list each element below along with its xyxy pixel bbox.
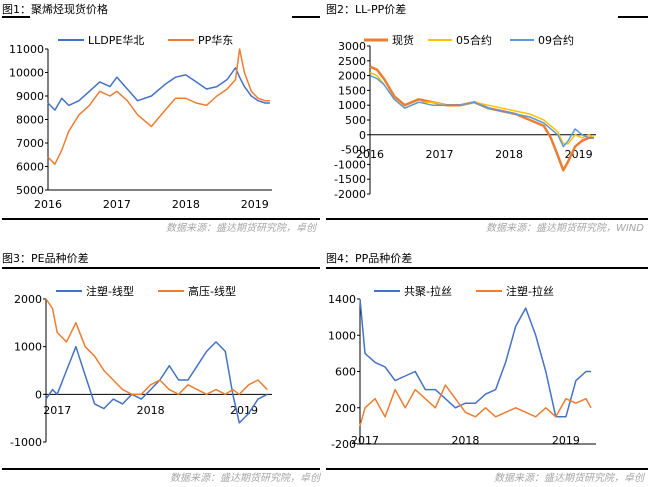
series-line-09合约 [369,74,594,148]
y-tick-label: 1400 [328,293,356,306]
y-tick-label: 0 [35,388,42,401]
y-tick-label: -1000 [10,436,42,449]
panel-2: 图2：LL-PP价差 数据来源：盛达期货研究院，WIND 现货 05合约 09合… [326,2,648,234]
panel-4-legend: 共聚-拉丝 注塑-拉丝 [374,284,554,298]
panel-2-legend: 现货 05合约 09合约 [364,33,574,47]
y-tick-label: 9000 [16,90,44,103]
y-tick-label: 6000 [16,161,44,174]
panel-4: 图4：PP品种价差 数据来源：盛达期货研究院，卓创 共聚-拉丝 注塑-拉丝 [326,251,648,484]
series-line-LLDPE华北 [47,67,270,111]
y-tick-label: 11000 [9,43,44,56]
x-tick-label: 2017 [43,404,71,417]
series-line-共聚-拉丝 [359,298,591,418]
panel-3-title: 图3：PE品种价差 [2,251,89,265]
legend-label-pp: PP华东 [198,33,233,47]
x-tick-label: 2016 [356,148,384,161]
legend-label-05: 05合约 [456,33,492,47]
series-line-注塑-线型 [45,341,268,424]
panel-1-title: 图1：聚烯烃现货价格 [2,2,108,16]
y-tick-label: -200 [331,438,356,451]
y-tick-label: 500 [345,114,366,127]
y-tick-label: 1000 [338,99,366,112]
x-tick-label: 2019 [241,198,269,211]
y-tick-label: -1500 [334,173,366,186]
y-tick-label: 200 [335,402,356,415]
panel-2-source: 数据来源：盛达期货研究院，WIND [486,222,644,234]
legend-label-hp-linear: 高压-线型 [188,284,236,298]
series-line-现货 [369,65,594,172]
x-tick-label: 2018 [451,434,479,447]
legend-label-spot: 现货 [392,33,414,47]
panel-3: 图3：PE品种价差 数据来源：盛达期货研究院，卓创 注塑-线型 高压-线型 [2,251,322,484]
panel-2-title: 图2：LL-PP价差 [326,2,406,16]
x-tick-label: 2018 [172,198,200,211]
y-tick-label: 1000 [328,329,356,342]
series-line-注塑-拉丝 [359,384,592,427]
panel-4-title: 图4：PP品种价差 [326,251,412,265]
y-tick-label: -1000 [334,158,366,171]
legend-label-copoly: 共聚-拉丝 [404,284,452,298]
series-line-高压-线型 [45,298,268,396]
y-tick-label: 2000 [14,293,42,306]
y-tick-label: 1000 [14,341,42,354]
y-tick-label: 2000 [338,70,366,83]
panel-3-legend: 注塑-线型 高压-线型 [56,284,236,298]
y-tick-label: -2000 [334,188,366,201]
x-tick-label: 2018 [495,148,523,161]
y-tick-label: 10000 [9,67,44,80]
panel-1: 图1：聚烯烃现货价格 数据来源：盛达期货研究院，卓创 LLDPE华北 PP华东 [2,2,320,234]
legend-label-inj-raffia: 注塑-拉丝 [506,284,554,298]
panel-1-source: 数据来源：盛达期货研究院，卓创 [166,222,318,234]
y-tick-label: -500 [341,144,366,157]
y-tick-label: 1500 [338,84,366,97]
y-tick-label: 3000 [338,40,366,53]
panel-1-legend: LLDPE华北 PP华东 [58,33,233,47]
legend-label-lldpe: LLDPE华北 [88,33,144,47]
y-tick-label: 600 [335,366,356,379]
x-tick-label: 2017 [426,148,454,161]
x-tick-label: 2019 [552,434,580,447]
y-tick-label: 5000 [16,184,44,197]
x-tick-label: 2017 [351,434,379,447]
y-tick-label: 8000 [16,114,44,127]
panel-3-source: 数据来源：盛达期货研究院，卓创 [170,472,322,484]
y-tick-label: 0 [359,129,366,142]
series-line-PP华东 [47,48,270,165]
legend-label-inj-linear: 注塑-线型 [86,284,134,298]
y-tick-label: 7000 [16,137,44,150]
panel-4-source: 数据来源：盛达期货研究院，卓创 [494,472,646,484]
x-tick-label: 2016 [34,198,62,211]
x-tick-label: 2018 [137,404,165,417]
legend-label-09: 09合约 [538,33,574,47]
x-tick-label: 2017 [103,198,131,211]
y-tick-label: 2500 [338,55,366,68]
